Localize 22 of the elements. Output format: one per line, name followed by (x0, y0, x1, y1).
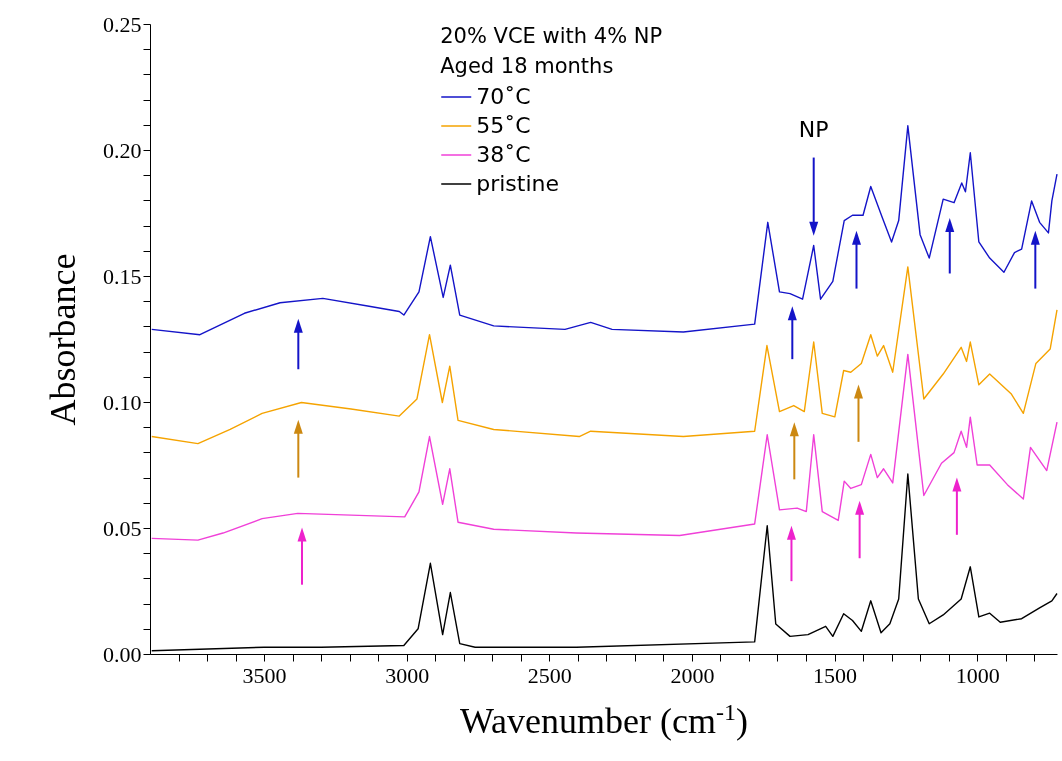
y-axis-title: Absorbance (43, 253, 83, 426)
x-tick-label: 2000 (670, 662, 715, 688)
line-series (151, 353, 1058, 541)
x-tick-label: 3000 (385, 662, 430, 688)
x-tick-label: 1500 (813, 662, 858, 688)
annotation: NP (798, 117, 829, 143)
y-tick-label: 0.05 (103, 515, 142, 541)
line-series (151, 266, 1058, 445)
y-tick-label: 0.15 (103, 263, 142, 289)
legend-label: pristine (476, 171, 560, 196)
legend-title: 20% VCE with 4% NP Aged 18 months (440, 24, 663, 78)
y-tick-label: 0.20 (103, 137, 142, 163)
y-tick-label: 0.25 (103, 11, 142, 37)
y-tick-label: 0.00 (103, 641, 142, 667)
x-tick-label: 2500 (527, 662, 572, 688)
x-tick-label: 3500 (242, 662, 287, 688)
y-tick-label: 0.10 (103, 389, 142, 415)
x-axis-title: Wavenumber (cm$^{-1}$) (460, 698, 748, 741)
legend-label: 38˚C (476, 142, 531, 167)
legend-label: 70˚C (476, 84, 531, 109)
legend-label: 55˚C (476, 113, 531, 138)
x-tick-label: 1000 (955, 662, 1000, 688)
